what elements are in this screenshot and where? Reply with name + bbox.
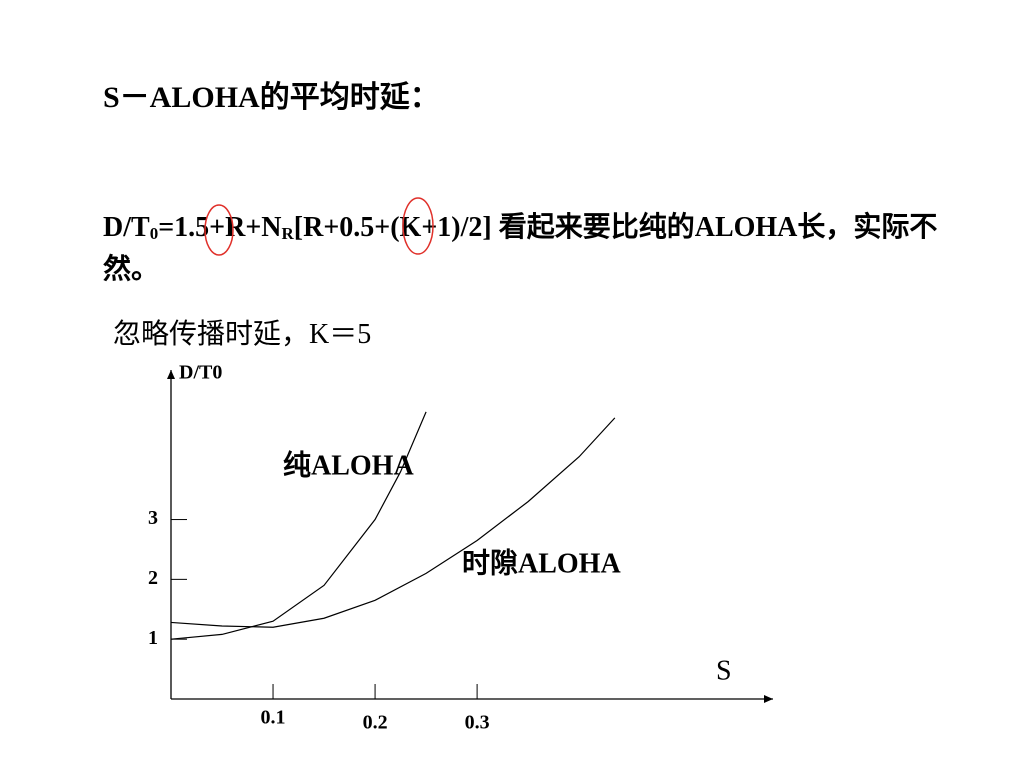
y-axis-arrow [167, 370, 175, 379]
x-axis-label: S [716, 655, 732, 686]
series-line [170, 417, 616, 628]
x-tick-label: 0.1 [261, 707, 286, 729]
x-tick-label: 0.2 [363, 712, 388, 734]
formula: D/T0=1.5+R+NR[R+0.5+(K+1)/2] 看起来要比纯的ALOH… [103, 210, 973, 288]
x-tick-label: 0.3 [465, 712, 490, 734]
note: 忽略传播时延，K＝5 [113, 319, 372, 350]
formula-subscript: 0 [149, 224, 159, 243]
annotation-circle [402, 197, 434, 255]
series-label: 纯ALOHA [283, 449, 414, 481]
annotation-circle [204, 204, 234, 256]
y-axis-label: D/T0 [179, 362, 222, 384]
formula-part: [R+0.5+(K+1)/2] 看起来要比纯的ALOHA长，实际不然。 [103, 212, 938, 285]
formula-part: =1.5+R+N [158, 212, 282, 243]
slide-title: S－ALOHA的平均时延： [103, 81, 440, 114]
series-line [170, 411, 427, 640]
series-label: 时隙ALOHA [462, 547, 621, 579]
y-tick-label: 3 [148, 507, 158, 529]
formula-part: D/T [103, 212, 150, 243]
x-axis-arrow [764, 695, 773, 703]
y-tick-label: 1 [148, 627, 158, 649]
formula-subscript: R [281, 224, 294, 243]
y-tick-label: 2 [148, 567, 158, 589]
